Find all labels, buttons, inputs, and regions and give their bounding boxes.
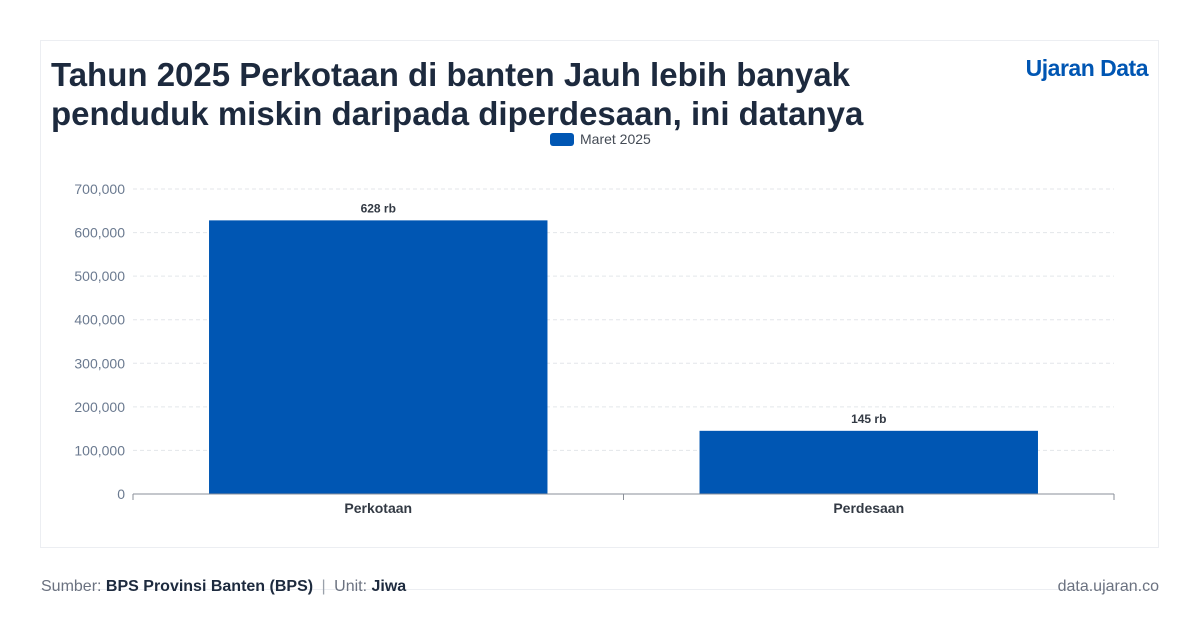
y-tick-label: 500,000 xyxy=(74,268,125,284)
chart-legend[interactable]: Maret 2025 xyxy=(550,131,651,147)
site-link[interactable]: data.ujaran.co xyxy=(1057,578,1159,595)
bars xyxy=(209,220,1038,494)
y-tick-label: 300,000 xyxy=(74,355,125,371)
y-tick-label: 600,000 xyxy=(74,225,125,241)
y-tick-label: 700,000 xyxy=(74,181,125,197)
x-tick-label: Perkotaan xyxy=(344,500,412,516)
unit-label: Unit: xyxy=(334,578,368,595)
y-tick-label: 0 xyxy=(117,486,125,502)
data-labels: 628 rb 145 rb xyxy=(361,201,887,425)
y-tick-label: 200,000 xyxy=(74,399,125,415)
data-label: 628 rb xyxy=(361,201,396,215)
data-label: 145 rb xyxy=(851,412,886,426)
x-tick-label: Perdesaan xyxy=(833,500,904,516)
footer-divider xyxy=(40,589,1159,590)
x-axis xyxy=(132,493,1115,500)
source-line: Sumber: BPS Provinsi Banten (BPS) | Unit… xyxy=(41,578,406,596)
footer-separator: | xyxy=(321,578,326,595)
bar-perdesaan[interactable] xyxy=(699,430,1038,494)
unit-value: Jiwa xyxy=(371,578,407,595)
x-axis-ticks: Perkotaan Perdesaan xyxy=(344,500,904,516)
bar-perkotaan[interactable] xyxy=(209,220,548,494)
y-tick-label: 100,000 xyxy=(74,442,125,458)
source-value: BPS Provinsi Banten (BPS) xyxy=(105,578,314,595)
source-label: Sumber: xyxy=(41,578,102,595)
legend-label: Maret 2025 xyxy=(580,131,651,147)
y-tick-label: 400,000 xyxy=(74,312,125,328)
y-axis-ticks: 0 100,000 200,000 300,000 400,000 500,000 600,… xyxy=(74,181,125,502)
legend-swatch xyxy=(550,132,574,146)
brand-logo[interactable]: Ujaran Data xyxy=(1025,55,1149,81)
page-title: Tahun 2025 Perkotaan di banten Jauh lebi… xyxy=(51,56,864,132)
